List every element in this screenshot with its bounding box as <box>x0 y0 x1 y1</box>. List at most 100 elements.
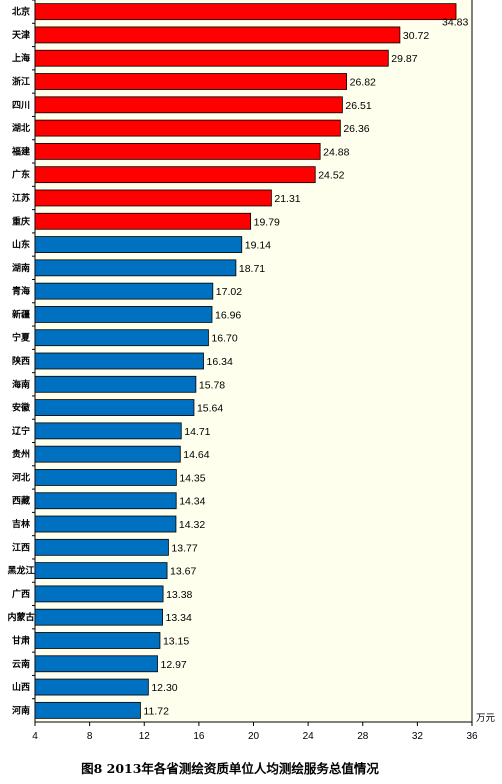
value-label: 19.79 <box>254 216 280 228</box>
bar <box>34 142 321 160</box>
x-tick-label: 32 <box>412 731 424 742</box>
bar <box>34 445 181 463</box>
category-label: 山西 <box>12 681 30 693</box>
category-label: 浙江 <box>12 76 30 88</box>
category-label: 黑龙江 <box>7 565 34 577</box>
value-label: 15.64 <box>197 403 223 415</box>
category-label: 广东 <box>12 169 30 181</box>
value-label: 14.32 <box>179 519 205 531</box>
category-label: 贵州 <box>12 448 30 460</box>
bar <box>34 73 348 90</box>
category-label: 西藏 <box>12 495 30 507</box>
category-label: 广西 <box>12 588 30 600</box>
bar <box>34 189 272 207</box>
x-tick-label: 36 <box>466 731 478 742</box>
category-label: 河南 <box>12 704 30 716</box>
bar <box>34 119 341 137</box>
value-label: 14.71 <box>184 426 210 438</box>
value-label: 16.34 <box>207 356 233 368</box>
bar <box>34 538 169 556</box>
category-label: 江西 <box>12 541 30 553</box>
category-label: 海南 <box>12 378 30 390</box>
value-label: 17.02 <box>216 286 242 298</box>
bar <box>34 655 158 673</box>
bar <box>34 632 161 649</box>
value-label: 14.34 <box>179 496 205 508</box>
category-label: 吉林 <box>12 518 31 530</box>
value-label: 18.71 <box>239 263 265 275</box>
value-label: 16.96 <box>215 309 241 321</box>
value-label: 13.34 <box>166 612 192 624</box>
bar <box>34 562 168 580</box>
category-label: 河北 <box>12 471 30 483</box>
value-label: 16.70 <box>211 333 237 345</box>
bar <box>34 26 401 44</box>
category-label: 山东 <box>12 239 30 251</box>
category-label: 四川 <box>12 100 30 111</box>
bar <box>34 585 164 603</box>
bar <box>34 399 195 416</box>
bar <box>34 515 177 533</box>
bar <box>34 96 343 114</box>
bar <box>34 701 141 719</box>
value-label: 13.67 <box>170 566 196 578</box>
value-label: 24.88 <box>323 146 349 158</box>
category-label: 上海 <box>12 52 30 64</box>
chart-title: 图8 2013年各省测绘资质单位人均测绘服务总值情况 <box>81 761 379 776</box>
bar <box>34 259 237 277</box>
bar <box>34 375 197 393</box>
x-tick-label: 20 <box>248 731 260 742</box>
category-label: 安徽 <box>12 402 31 414</box>
category-label: 陕西 <box>12 355 30 367</box>
value-label: 34.83 <box>442 17 468 29</box>
bars <box>34 3 457 719</box>
bar <box>34 236 243 253</box>
category-label: 甘肃 <box>12 634 30 646</box>
category-label: 云南 <box>12 658 30 670</box>
category-label: 北京 <box>12 6 30 18</box>
bar <box>34 212 252 230</box>
bar <box>34 492 177 510</box>
value-label: 14.64 <box>183 449 209 461</box>
bar <box>34 469 177 486</box>
bar <box>34 678 149 696</box>
category-label: 湖南 <box>12 262 30 274</box>
category-label: 新疆 <box>12 308 30 320</box>
value-label: 19.14 <box>245 240 271 252</box>
axis-unit-label: 万元 <box>476 713 496 724</box>
x-tick-label: 24 <box>303 731 315 742</box>
value-label: 15.78 <box>199 379 225 391</box>
value-label: 13.38 <box>166 589 192 601</box>
category-label: 内蒙古 <box>7 611 34 623</box>
bar <box>34 306 213 323</box>
category-label: 江苏 <box>12 192 30 204</box>
bar <box>34 282 214 300</box>
value-label: 21.31 <box>274 193 300 205</box>
category-label: 福建 <box>11 145 31 157</box>
value-label: 24.52 <box>318 170 344 182</box>
value-label: 13.15 <box>163 635 189 647</box>
category-label: 青海 <box>12 285 30 297</box>
bar <box>34 166 316 184</box>
bar <box>34 49 389 67</box>
x-tick-label: 12 <box>139 731 151 742</box>
value-label: 12.97 <box>160 659 186 671</box>
bar <box>34 3 457 21</box>
bar <box>34 352 204 370</box>
value-label: 11.72 <box>143 705 169 717</box>
bar <box>34 608 163 626</box>
x-tick-label: 28 <box>357 731 369 742</box>
bar-chart: 4 8 12 16 20 24 28 32 36 北京 34.83 天津 30.72 上海 29.87 浙江 2… <box>7 0 496 742</box>
value-label: 26.82 <box>350 77 376 89</box>
x-tick-label: 8 <box>87 731 93 742</box>
value-label: 26.36 <box>343 123 369 135</box>
value-label: 13.77 <box>171 542 197 554</box>
category-label: 天津 <box>12 29 30 41</box>
x-tick-label: 16 <box>193 731 205 742</box>
value-label: 26.51 <box>345 100 371 112</box>
bar <box>34 422 182 440</box>
category-label: 重庆 <box>12 215 30 227</box>
value-label: 14.35 <box>179 472 205 484</box>
x-tick-label: 4 <box>32 731 38 742</box>
bar <box>34 329 209 347</box>
